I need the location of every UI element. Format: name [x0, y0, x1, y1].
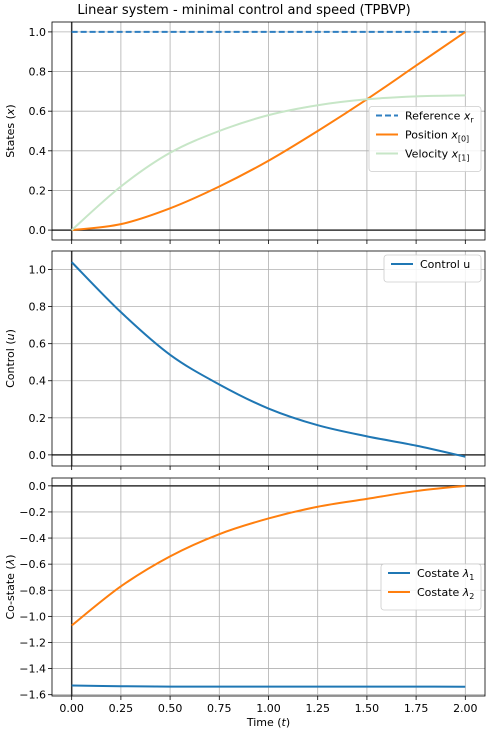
y-tick-label: 0.0	[29, 449, 47, 462]
y-axis-label: Control (u)	[4, 329, 17, 388]
x-tick-label: 1.00	[256, 702, 281, 715]
y-tick-label: 0.8	[29, 66, 47, 79]
costate-panel: 0.0 −0.2 −0.4 −0.6 −0.8 −1.0 −1.2 −1.4 −1.6 0.00 0…	[4, 477, 486, 729]
y-axis-label: Co-state (λ)	[4, 554, 17, 619]
y-tick-label: 0.4	[29, 145, 47, 158]
x-axis-label: Time (t)	[246, 716, 290, 729]
y-tick-label: 0.0	[29, 480, 47, 493]
x-tick-label: 0.75	[207, 702, 232, 715]
y-tick-label: 0.0	[29, 224, 47, 237]
series-line-2	[71, 31, 466, 232]
y-tick-label: −0.6	[19, 558, 46, 571]
legend: Control u	[383, 254, 482, 283]
y-tick-label: −1.2	[19, 636, 46, 649]
legend-label: Reference xr	[405, 110, 474, 125]
x-tick-label: 1.75	[404, 702, 429, 715]
y-tick-label: 1.0	[29, 26, 47, 39]
states-panel: 0.0 0.2 0.4 0.6 0.8 1.0 States (x) Reference xr…	[4, 21, 486, 244]
legend-box	[368, 106, 482, 172]
x-tick-label: 1.25	[305, 702, 330, 715]
y-tick-label: −0.4	[19, 532, 46, 545]
y-axis-label: States (x)	[4, 104, 17, 157]
legend-label: Costate λ2	[417, 586, 474, 601]
legend-label: Position x[0]	[405, 129, 469, 144]
legend-label: Velocity x[1]	[405, 148, 470, 163]
legend-label: Control u	[420, 258, 470, 271]
legend-box	[383, 254, 482, 283]
y-tick-label: −1.4	[19, 663, 46, 676]
y-tick-label: −1.6	[19, 689, 46, 702]
y-tick-label: −1.0	[19, 610, 46, 623]
legend: Reference xr Position x[0] Velocity x[1]	[368, 106, 482, 172]
series-line-1	[70, 261, 466, 458]
series-line-3	[71, 94, 466, 231]
x-tick-label: 0.50	[158, 702, 183, 715]
legend-box	[380, 563, 482, 611]
legend: Costate λ1 Costate λ2	[380, 563, 482, 611]
x-tick-label: 0.00	[59, 702, 84, 715]
y-tick-label: 0.6	[29, 338, 47, 351]
legend-label: Costate λ1	[417, 567, 474, 582]
x-tick-label: 1.50	[355, 702, 380, 715]
y-tick-label: 0.6	[29, 105, 47, 118]
control-panel: 0.0 0.2 0.4 0.6 0.8 1.0 Control (u) Control u	[4, 250, 486, 470]
chart-title: Linear system - minimal control and spee…	[77, 3, 410, 18]
y-tick-label: −0.8	[19, 584, 46, 597]
series-line-2	[71, 484, 466, 627]
x-tick-label: 2.00	[453, 702, 478, 715]
y-tick-label: 0.2	[29, 184, 47, 197]
y-tick-label: 0.8	[29, 301, 47, 314]
series-line-1	[71, 684, 466, 688]
y-tick-label: 0.2	[29, 412, 47, 425]
y-tick-label: −0.2	[19, 506, 46, 519]
y-tick-label: 0.4	[29, 375, 47, 388]
x-tick-label: 0.25	[109, 702, 134, 715]
y-tick-label: 1.0	[29, 264, 47, 277]
